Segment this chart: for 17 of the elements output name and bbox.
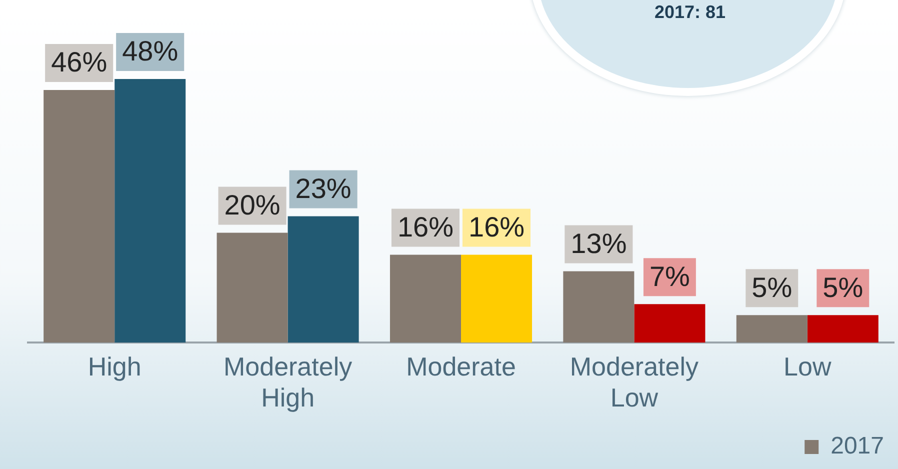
- x-tick-label: High: [88, 351, 142, 382]
- x-tick-label: Moderate: [406, 351, 516, 382]
- x-tick-label: Moderately Low: [570, 351, 699, 413]
- data-label: 16%: [468, 211, 525, 242]
- legend-label: 2017: [830, 432, 884, 460]
- x-tick-label: Low: [784, 351, 832, 382]
- data-label: 48%: [122, 36, 178, 67]
- data-label: 13%: [570, 228, 627, 259]
- data-label: 5%: [752, 272, 792, 303]
- data-label: 7%: [649, 260, 690, 292]
- data-label: 5%: [822, 272, 864, 303]
- data-label: 20%: [224, 189, 280, 220]
- text: 2017: 81: [653, 2, 727, 23]
- data-label: 46%: [51, 46, 108, 78]
- data-label: 16%: [397, 211, 454, 242]
- x-tick-label: Moderately High: [223, 351, 352, 413]
- data-label: 23%: [295, 173, 352, 204]
